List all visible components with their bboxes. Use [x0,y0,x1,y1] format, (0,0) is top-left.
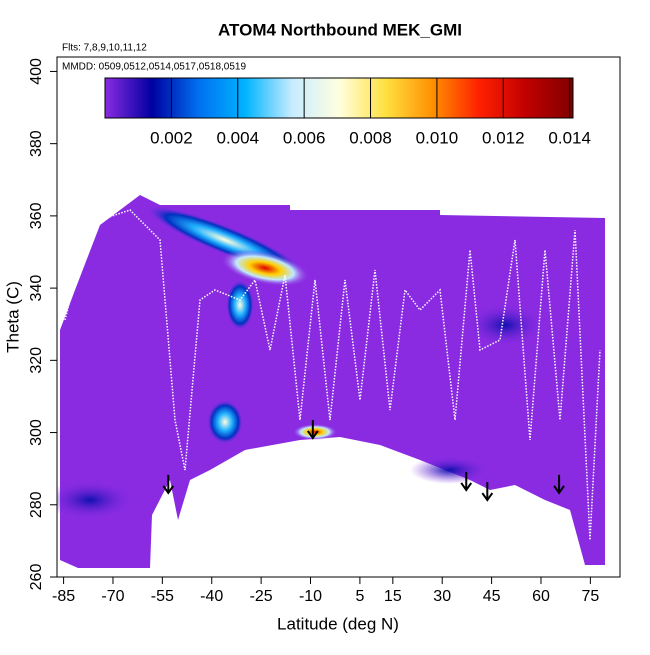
colorbar-tick-label: 0.012 [482,128,525,147]
arrow [553,474,565,495]
colorbar [104,77,574,119]
colorbar-tick-label: 0.002 [150,128,193,147]
x-tick-label: 15 [384,588,402,605]
y-tick-label: 400 [28,58,45,85]
x-tick-label: 60 [532,588,550,605]
x-axis-label: Latitude (deg N) [277,614,399,633]
annotation: MMDD: 0509,0512,0514,0517,0518,0519 [62,62,246,73]
blob [57,480,135,520]
field-area [60,195,605,568]
y-axis-label: Theta (C) [3,281,22,353]
blob [293,424,337,440]
chart-title: ATOM4 Northbound MEK_GMI [218,20,462,39]
x-tick-label: 75 [581,588,599,605]
colorbar-tick-label: 0.006 [283,128,326,147]
y-tick-label: 360 [28,202,45,229]
arrow-head [460,482,473,492]
x-tick-label: -40 [200,588,223,605]
x-tick-label: 5 [355,588,364,605]
blob [220,249,310,287]
y-tick-label: 340 [28,275,45,302]
annotation: Flts: 7,8,9,10,11,12 [62,43,147,54]
arrow [162,474,175,495]
plot-frame [56,56,621,578]
arrow-head [481,492,494,502]
arrow [460,471,473,492]
y-tick-label: 260 [28,564,45,591]
arrow [481,482,494,502]
colorbar-tick-label: 0.014 [548,128,591,147]
y-tick-label: 300 [28,419,45,446]
blob [465,303,545,347]
x-tick-label: -10 [299,588,322,605]
x-tick-label: 45 [483,588,501,605]
x-tick-label: -70 [101,588,124,605]
field [57,195,605,568]
arrow [307,419,319,440]
blob [207,400,243,444]
x-tick-label: -85 [52,588,75,605]
x-tick-label: 30 [433,588,451,605]
x-tick-label: -55 [151,588,174,605]
colorbar-tick-label: 0.010 [416,128,459,147]
x-tick-label: -25 [250,588,273,605]
y-tick-label: 380 [28,130,45,157]
blob [410,456,490,484]
arrow-head [307,430,319,440]
y-tick-label: 280 [28,491,45,518]
arrow-head [162,485,175,495]
arrow-head [553,485,565,495]
colorbar-tick-label: 0.004 [216,128,259,147]
y-tick-label: 320 [28,347,45,374]
colorbar-tick-label: 0.008 [349,128,392,147]
blob [226,280,254,330]
